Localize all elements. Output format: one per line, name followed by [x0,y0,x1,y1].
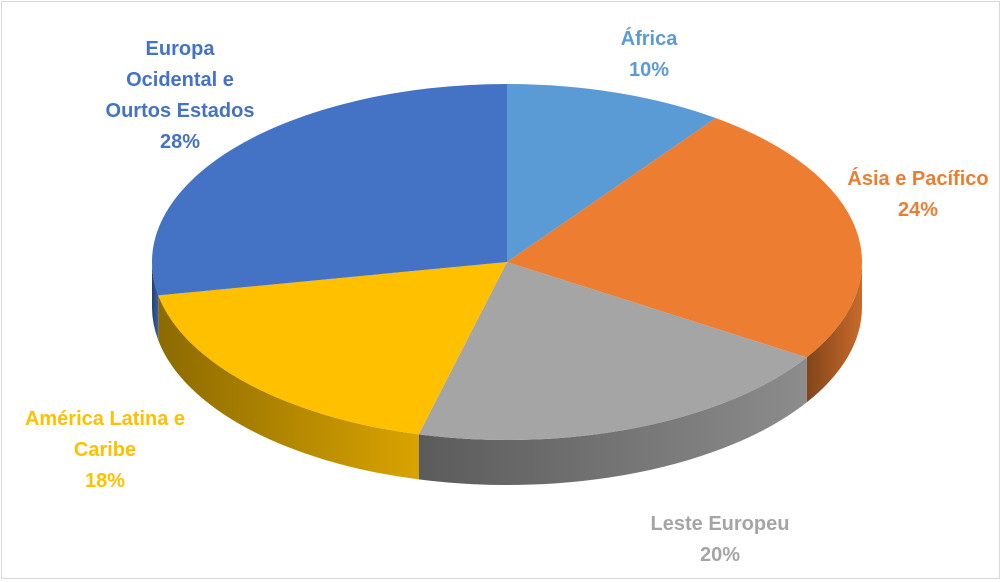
slice [152,84,507,296]
value-label: 20% [699,544,741,566]
slice-side [152,262,159,341]
slice-side [806,262,862,403]
data-label: Europa Ocidental e Ourtos Estados 28% [99,34,261,158]
category-label: Leste Europeu [650,513,790,535]
value-label: 18% [84,470,126,492]
slice-side [158,295,419,480]
category-label: Europa Ocidental e Ourtos Estados [105,38,255,122]
value-label: 28% [159,131,201,153]
slice [158,262,507,435]
value-label: 10% [628,59,670,81]
category-label: Ásia e Pacífico [847,168,989,190]
data-label: América Latina e Caribe 18% [20,404,190,497]
category-label: África [620,28,678,50]
slice [507,84,716,262]
value-label: 24% [897,199,939,221]
slice [418,262,807,440]
slice [507,117,862,358]
data-label: Leste Europeu 20% [610,509,830,571]
slice-side [418,357,807,485]
category-label: América Latina e Caribe [24,408,186,461]
data-label: Ásia e Pacífico 24% [818,164,1003,226]
data-label: África 10% [579,24,719,86]
